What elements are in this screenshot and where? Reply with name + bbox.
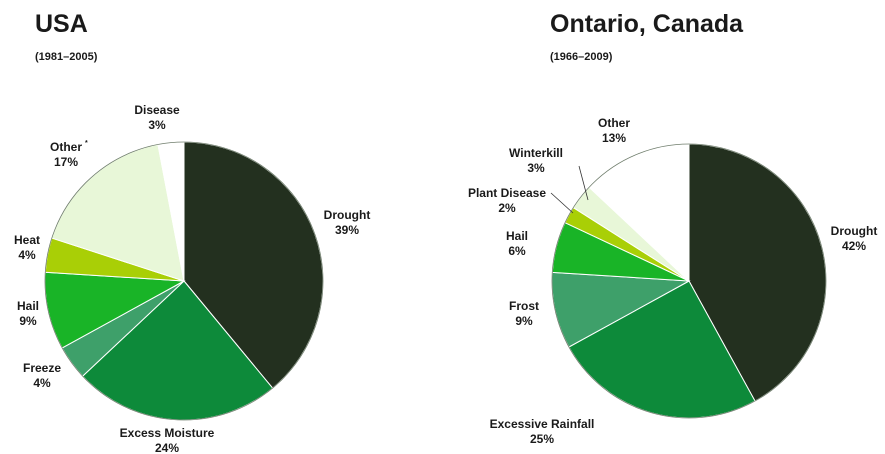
slice-label: Freeze [23, 361, 61, 375]
slice-percent-label: 25% [530, 432, 554, 446]
slice-percent-label: 4% [18, 248, 36, 262]
pie-slices [551, 143, 827, 419]
leader-line [550, 192, 574, 214]
chart-subtitle: (1981–2005) [35, 51, 98, 63]
slice-label: Drought [831, 224, 878, 238]
slice-percent-label: 2% [498, 201, 516, 215]
pie-outline [44, 141, 324, 421]
slice-label: Plant Disease [468, 186, 546, 200]
slice-label: Heat [14, 233, 40, 247]
chart-title: USA [35, 10, 88, 38]
slice-percent-label: 9% [515, 314, 533, 328]
slice-percent-label: 24% [155, 441, 179, 454]
slice-label: Other [50, 140, 82, 154]
slice-percent-label: 6% [508, 244, 526, 258]
pie-outline [551, 143, 827, 419]
pie-slices [44, 141, 324, 421]
slice-percent-label: 3% [527, 161, 545, 175]
slice-percent-label: 42% [842, 239, 866, 253]
slice-label: Hail [17, 299, 39, 313]
slice-label: Excessive Rainfall [490, 417, 595, 431]
slice-percent-label: 3% [148, 118, 166, 132]
ontario-chart-panel: Ontario, Canada (1966–2009) Drought 42% Ex… [440, 0, 885, 454]
leader-line [578, 165, 589, 201]
slice-label: Frost [509, 299, 539, 313]
slice-label: Hail [506, 229, 528, 243]
slice-percent-label: 17% [54, 155, 78, 169]
slice-label: Winterkill [509, 146, 563, 160]
slice-percent-label: 4% [33, 376, 51, 390]
chart-subtitle: (1966–2009) [550, 51, 613, 63]
slice-label-superscript: * [85, 140, 88, 147]
slice-percent-label: 39% [335, 223, 359, 237]
chart-title: Ontario, Canada [550, 10, 744, 38]
slice-percent-label: 9% [19, 314, 37, 328]
slice-label: Drought [324, 208, 371, 222]
usa-chart-panel: USA (1981–2005) Drought 39% Excess Moistur… [0, 0, 440, 454]
slice-percent-label: 13% [602, 131, 626, 145]
slice-label: Excess Moisture [120, 426, 215, 440]
slice-label: Other [598, 116, 630, 130]
slice-label: Disease [134, 103, 180, 117]
